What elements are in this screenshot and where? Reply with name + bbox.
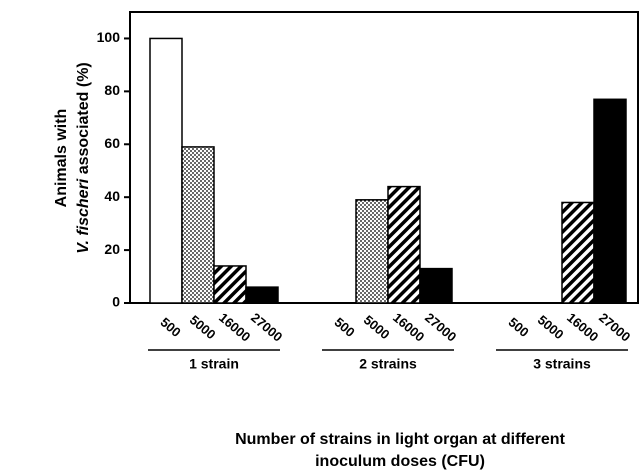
bar bbox=[149, 37, 183, 304]
group-label: 2 strains bbox=[359, 356, 417, 372]
dose-label: 500 bbox=[332, 314, 358, 339]
dose-label: 500 bbox=[158, 314, 184, 339]
dose-label: 5000 bbox=[187, 312, 219, 342]
bar bbox=[561, 201, 595, 304]
y-tick-label: 60 bbox=[104, 135, 120, 151]
y-tick-label: 20 bbox=[104, 241, 120, 257]
bar bbox=[181, 146, 215, 304]
bar bbox=[593, 98, 627, 304]
dose-label: 16000 bbox=[390, 310, 427, 345]
dose-label: 27000 bbox=[422, 310, 459, 345]
bar bbox=[355, 199, 389, 304]
dose-label: 27000 bbox=[596, 310, 633, 345]
x-axis-label: inoculum doses (CFU) bbox=[315, 453, 485, 470]
dose-label: 27000 bbox=[248, 310, 285, 345]
y-axis-label: Animals with bbox=[53, 109, 70, 208]
dose-label: 16000 bbox=[216, 310, 253, 345]
y-axis-label-rest: associated (%) bbox=[75, 62, 92, 174]
y-tick-label: 80 bbox=[104, 82, 120, 98]
dose-label: 5000 bbox=[535, 312, 567, 342]
x-axis-label: Number of strains in light organ at diff… bbox=[235, 431, 565, 448]
y-tick-label: 40 bbox=[104, 188, 120, 204]
dose-label: 5000 bbox=[361, 312, 393, 342]
y-tick-label: 100 bbox=[97, 29, 121, 45]
bar bbox=[245, 286, 279, 304]
bar bbox=[387, 185, 421, 304]
y-axis-label: V. fischeri associated (%) bbox=[75, 62, 92, 254]
group-label: 3 strains bbox=[533, 356, 591, 372]
y-axis-label-italic: V. fischeri bbox=[75, 178, 92, 254]
bar bbox=[213, 265, 247, 304]
y-tick-label: 0 bbox=[112, 294, 120, 310]
group-label: 1 strain bbox=[189, 356, 239, 372]
bar bbox=[419, 267, 453, 304]
dose-label: 16000 bbox=[564, 310, 601, 345]
dose-label: 500 bbox=[506, 314, 532, 339]
